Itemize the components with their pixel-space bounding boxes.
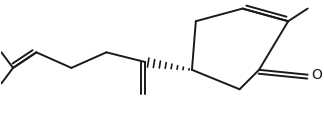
Text: O: O [312,68,322,82]
